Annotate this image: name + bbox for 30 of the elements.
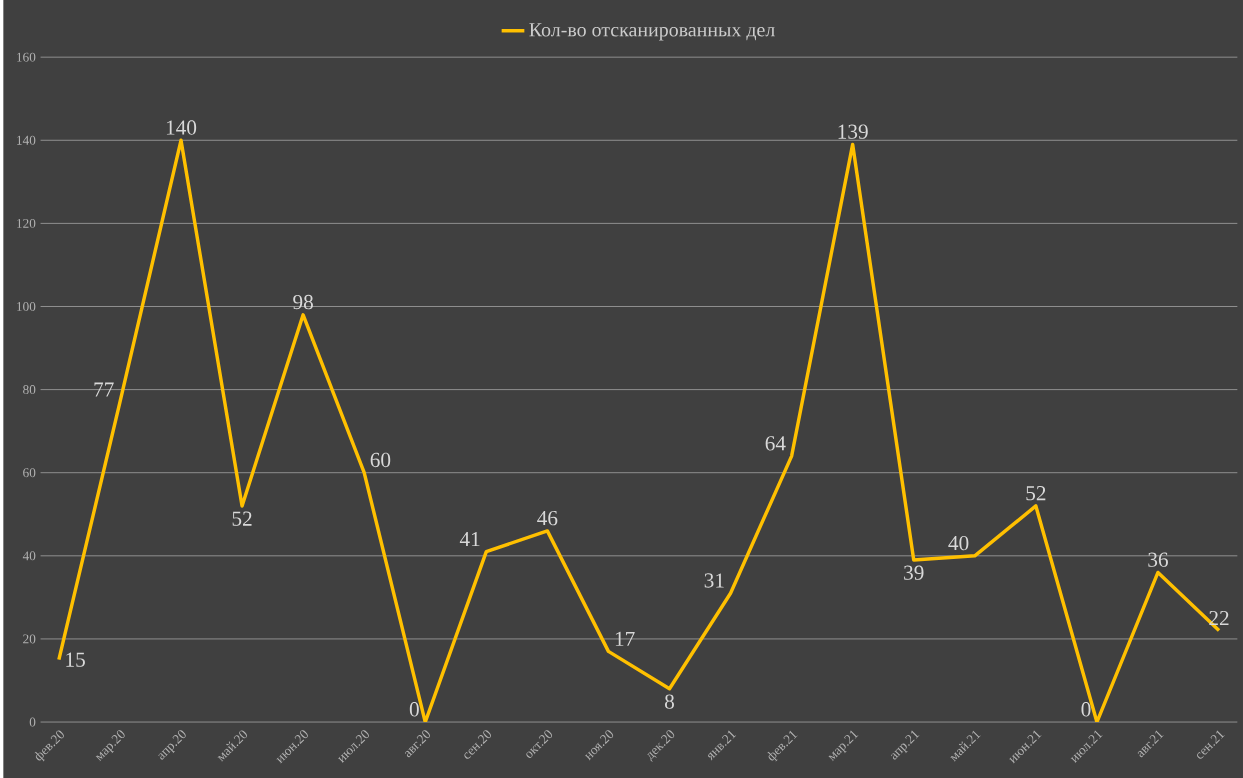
y-tick-label: 140 bbox=[17, 135, 36, 145]
y-tick-label: 20 bbox=[23, 634, 36, 644]
data-label: 8 bbox=[664, 694, 674, 709]
data-label: 60 bbox=[370, 452, 391, 468]
data-label: 39 bbox=[904, 565, 924, 580]
data-label: 52 bbox=[1026, 486, 1046, 501]
data-label: 41 bbox=[459, 532, 480, 547]
y-tick-label: 0 bbox=[29, 717, 36, 727]
y-tick-label: 80 bbox=[23, 385, 36, 395]
legend-label: Кол-во отсканированных дел bbox=[529, 23, 775, 41]
data-label: 52 bbox=[232, 511, 252, 526]
data-label: 36 bbox=[1148, 552, 1168, 567]
data-label: 140 bbox=[166, 120, 197, 135]
data-label: 0 bbox=[1081, 702, 1091, 717]
data-label: 139 bbox=[838, 124, 868, 139]
data-label: 0 bbox=[409, 702, 419, 717]
y-tick-label: 160 bbox=[17, 52, 36, 62]
data-label: 98 bbox=[293, 294, 313, 310]
data-label: 31 bbox=[704, 573, 724, 588]
data-label: 46 bbox=[537, 511, 558, 526]
data-label: 22 bbox=[1209, 611, 1229, 626]
data-label: 40 bbox=[948, 535, 969, 551]
y-tick-label: 40 bbox=[22, 551, 36, 561]
data-label: 64 bbox=[765, 436, 786, 451]
data-label: 15 bbox=[66, 652, 85, 667]
y-tick-label: 60 bbox=[23, 468, 36, 478]
y-tick-label: 100 bbox=[17, 302, 36, 312]
y-tick-label: 120 bbox=[17, 218, 36, 228]
data-label: 17 bbox=[615, 631, 635, 646]
data-label: 77 bbox=[94, 382, 114, 397]
